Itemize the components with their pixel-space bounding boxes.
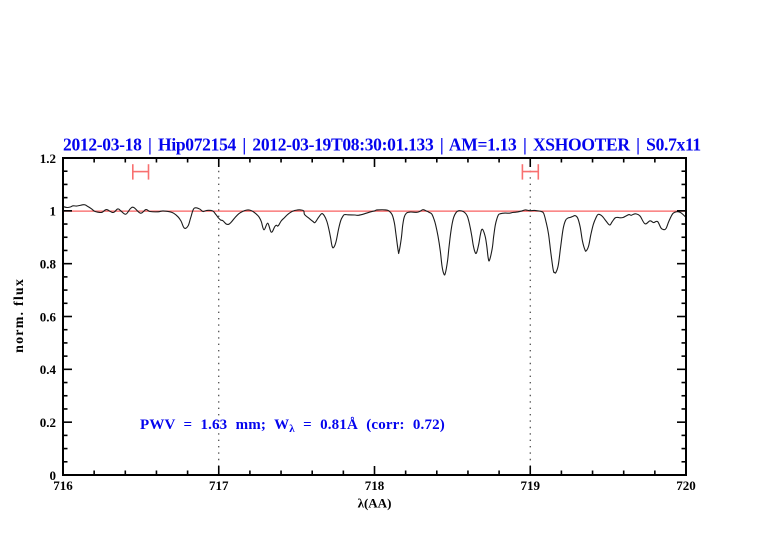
svg-text:716: 716 (53, 478, 73, 493)
svg-text:718: 718 (365, 478, 385, 493)
svg-text:0.2: 0.2 (40, 415, 56, 430)
svg-text:0.6: 0.6 (40, 309, 57, 324)
svg-text:719: 719 (521, 478, 541, 493)
svg-text:0.4: 0.4 (40, 362, 57, 377)
svg-text:720: 720 (676, 478, 696, 493)
svg-text:PWV = 1.63 mm; Wλ = 0.81Å (cor: PWV = 1.63 mm; Wλ = 0.81Å (corr: 0.72) (140, 417, 445, 435)
svg-text:1: 1 (50, 204, 57, 219)
svg-text:1.2: 1.2 (40, 151, 56, 166)
svg-text:2012-03-18 | Hip072154 | 2012-: 2012-03-18 | Hip072154 | 2012-03-19T08:3… (63, 135, 701, 155)
svg-text:717: 717 (209, 478, 229, 493)
svg-text:0.8: 0.8 (40, 256, 57, 271)
svg-text:λ(AA): λ(AA) (358, 496, 392, 511)
svg-text:0: 0 (50, 468, 57, 483)
svg-text:norm. flux: norm. flux (12, 278, 27, 353)
